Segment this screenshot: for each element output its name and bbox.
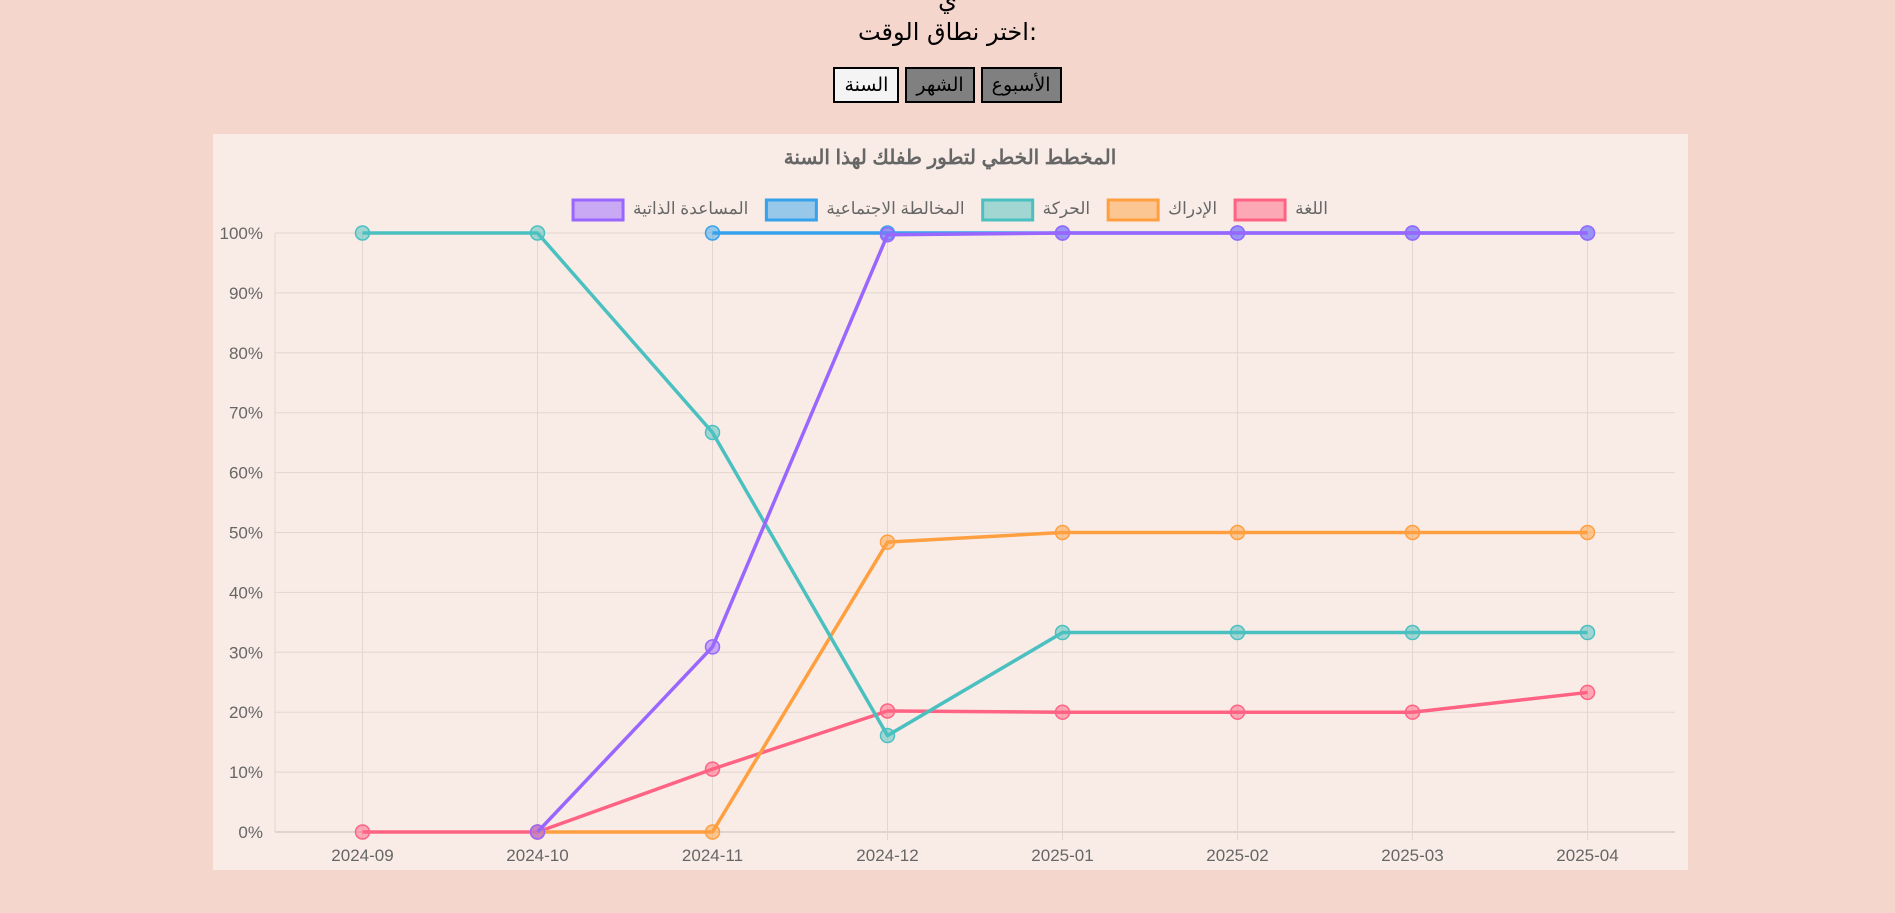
legend-item[interactable]: المساعدة الذاتية xyxy=(571,198,748,222)
y-tick-label: 60% xyxy=(229,464,263,483)
header-cutoff-glyph: ي xyxy=(938,0,957,14)
chart-card: المخطط الخطي لتطور طفلك لهذا السنة اللغة… xyxy=(213,134,1688,870)
data-point[interactable] xyxy=(1229,704,1246,720)
data-point[interactable] xyxy=(354,225,371,241)
y-tick-label: 80% xyxy=(229,344,263,363)
y-tick-label: 30% xyxy=(229,643,263,662)
range-buttons: الأسبوع الشهر السنة xyxy=(0,67,1895,103)
data-point[interactable] xyxy=(1054,225,1071,241)
legend-label: الحركة xyxy=(1043,199,1090,219)
y-tick-label: 0% xyxy=(238,823,263,842)
chart-title: المخطط الخطي لتطور طفلك لهذا السنة xyxy=(784,147,1117,170)
data-point[interactable] xyxy=(704,424,721,441)
x-tick-label: 2025-02 xyxy=(1206,846,1268,865)
legend-swatch xyxy=(764,198,818,222)
data-point[interactable] xyxy=(879,227,896,243)
line-chart: المخطط الخطي لتطور طفلك لهذا السنة اللغة… xyxy=(220,147,1675,865)
data-point[interactable] xyxy=(1054,524,1071,541)
data-point[interactable] xyxy=(1404,704,1421,720)
x-tick-label: 2024-11 xyxy=(682,846,743,865)
data-point[interactable] xyxy=(1404,624,1421,641)
data-point[interactable] xyxy=(704,824,721,840)
series-1 xyxy=(529,524,1596,840)
data-point[interactable] xyxy=(1579,225,1596,241)
series-0 xyxy=(354,684,1596,840)
legend-label: اللغة xyxy=(1295,199,1328,218)
data-point[interactable] xyxy=(1579,684,1596,701)
series-line xyxy=(362,231,1588,738)
legend-item[interactable]: المخالطة الاجتماعية xyxy=(764,198,965,222)
y-tick-label: 100% xyxy=(220,224,263,243)
data-point[interactable] xyxy=(1054,624,1071,641)
x-tick-label: 2024-09 xyxy=(331,846,393,865)
data-point[interactable] xyxy=(1229,225,1246,241)
legend-swatch xyxy=(1106,198,1160,222)
series-area xyxy=(354,225,1596,840)
data-point[interactable] xyxy=(529,824,546,840)
legend-item[interactable]: الحركة xyxy=(981,198,1090,222)
legend-swatch xyxy=(981,198,1035,222)
data-point[interactable] xyxy=(704,639,721,655)
series-2 xyxy=(354,225,1596,744)
data-point[interactable] xyxy=(879,534,896,550)
legend-item[interactable]: الإدراك xyxy=(1106,198,1217,222)
legend-swatch xyxy=(571,198,625,222)
data-point[interactable] xyxy=(704,761,721,777)
legend-label: الإدراك xyxy=(1168,199,1217,219)
data-point[interactable] xyxy=(354,824,371,840)
x-tick-label: 2025-01 xyxy=(1031,846,1093,865)
x-tick-label: 2025-03 xyxy=(1381,846,1443,865)
legend-item[interactable]: اللغة xyxy=(1233,198,1328,222)
data-point[interactable] xyxy=(879,727,896,744)
week-button[interactable]: الأسبوع xyxy=(980,67,1062,103)
year-button[interactable]: السنة xyxy=(833,67,900,103)
y-tick-label: 40% xyxy=(229,583,263,602)
legend: اللغة الإدراك الحركة المخالطة الاجتماعية الم… xyxy=(571,198,1328,222)
x-tick-label: 2025-04 xyxy=(1556,846,1618,865)
series-line xyxy=(362,690,1588,834)
series-4 xyxy=(529,225,1596,840)
data-point[interactable] xyxy=(529,225,546,241)
legend-label: المخالطة الاجتماعية xyxy=(826,199,964,218)
data-point[interactable] xyxy=(1229,624,1246,641)
data-point[interactable] xyxy=(1579,524,1596,541)
x-tick-label: 2024-12 xyxy=(856,846,918,865)
y-tick-label: 10% xyxy=(229,763,263,782)
data-point[interactable] xyxy=(1579,624,1596,641)
month-button[interactable]: الشهر xyxy=(905,67,975,103)
y-tick-label: 50% xyxy=(229,524,263,543)
y-tick-label: 90% xyxy=(229,284,263,303)
data-point[interactable] xyxy=(1404,524,1421,541)
x-tick-label: 2024-10 xyxy=(506,846,568,865)
legend-label: المساعدة الذاتية xyxy=(633,199,748,218)
legend-swatch xyxy=(1233,198,1287,222)
data-point[interactable] xyxy=(1229,524,1246,541)
y-tick-label: 20% xyxy=(229,703,263,722)
data-point[interactable] xyxy=(1404,225,1421,241)
data-point[interactable] xyxy=(704,225,721,241)
range-title: اختر نطاق الوقت: xyxy=(857,18,1038,46)
data-point[interactable] xyxy=(879,703,896,719)
y-tick-label: 70% xyxy=(229,404,263,423)
axis-ticks: 0% 10% 20% 30% 40% 50% 60% 70% 80% 90% 100% 2024-09… xyxy=(220,224,1619,865)
data-point[interactable] xyxy=(1054,704,1071,720)
